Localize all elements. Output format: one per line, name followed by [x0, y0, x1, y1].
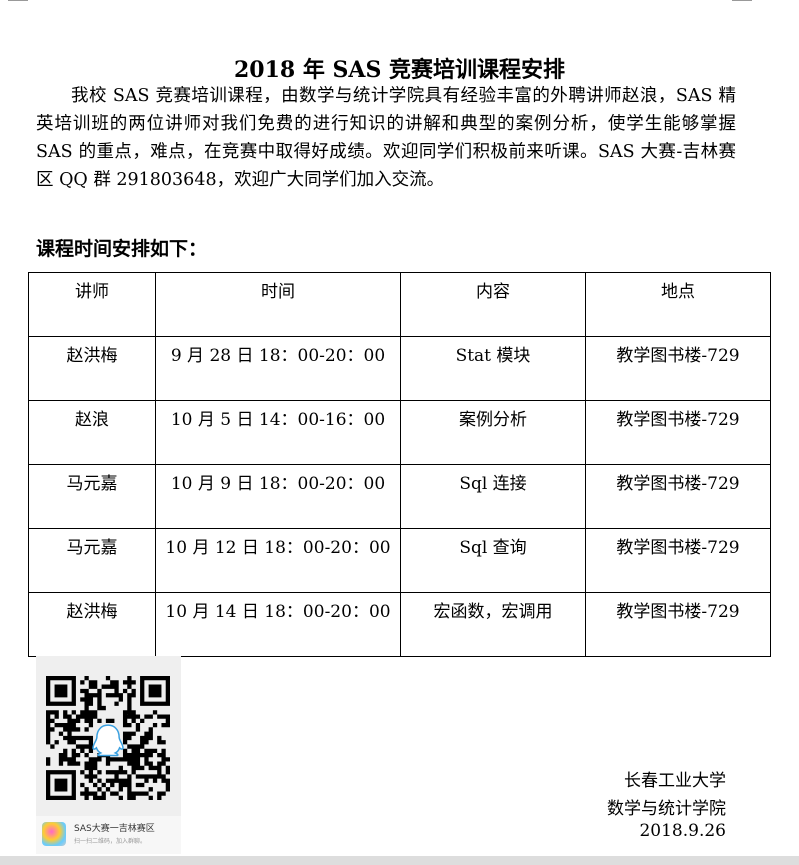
cell-time: 10 月 5 日 14：00-16：00: [155, 400, 401, 465]
qq-penguin-icon: [92, 724, 124, 757]
signature-university: 长春工业大学: [624, 771, 726, 791]
cell-location: 教学图书楼-729: [585, 464, 771, 529]
table-row: 赵洪梅 9 月 28 日 18：00-20：00 Stat 模块 教学图书楼-729: [28, 336, 771, 401]
schedule-heading: 课程时间安排如下：: [36, 238, 208, 260]
cell-time: 9 月 28 日 18：00-20：00: [155, 336, 401, 401]
table-row: 马元嘉 10 月 9 日 18：00-20：00 Sql 连接 教学图书楼-729: [28, 464, 771, 529]
cell-content: Stat 模块: [400, 336, 586, 401]
corner-mark-right: [732, 0, 752, 1]
cell-lecturer: 马元嘉: [28, 528, 156, 593]
cell-content: 宏函数，宏调用: [400, 592, 586, 657]
group-avatar: [42, 822, 66, 846]
cell-lecturer: 赵洪梅: [28, 336, 156, 401]
page-title: 2018 年 SAS 竞赛培训课程安排: [233, 57, 566, 83]
cell-lecturer: 马元嘉: [28, 464, 156, 529]
cell-location: 教学图书楼-729: [585, 336, 771, 401]
header-content: 内容: [400, 272, 586, 337]
header-lecturer: 讲师: [28, 272, 156, 337]
table-row: 马元嘉 10 月 12 日 18：00-20：00 Sql 查询 教学图书楼-729: [28, 528, 771, 593]
header-location: 地点: [585, 272, 771, 337]
schedule-table: 讲师 时间 内容 地点 赵洪梅 9 月 28 日 18：00-20：00 Stat …: [28, 272, 771, 657]
cell-content: Sql 连接: [400, 464, 586, 529]
qr-modules: [46, 676, 170, 800]
cell-lecturer: 赵洪梅: [28, 592, 156, 657]
qq-group-qr-card: SAS大赛一吉林赛区 扫一扫二维码，加入群聊。: [36, 656, 181, 854]
table-row: 赵洪梅 10 月 14 日 18：00-20：00 宏函数，宏调用 教学图书楼-729: [28, 592, 771, 657]
bottom-bar: [0, 856, 799, 865]
cell-time: 10 月 14 日 18：00-20：00: [155, 592, 401, 657]
signature-date: 2018.9.26: [639, 821, 726, 841]
qr-code: [46, 676, 170, 800]
cell-location: 教学图书楼-729: [585, 400, 771, 465]
cell-time: 10 月 9 日 18：00-20：00: [155, 464, 401, 529]
cell-location: 教学图书楼-729: [585, 592, 771, 657]
header-time: 时间: [155, 272, 401, 337]
corner-mark-left: [8, 0, 28, 1]
cell-lecturer: 赵浪: [28, 400, 156, 465]
table-header-row: 讲师 时间 内容 地点: [28, 272, 771, 337]
cell-content: Sql 查询: [400, 528, 586, 593]
intro-paragraph: 我校 SAS 竞赛培训课程，由数学与统计学院具有经验丰富的外聘讲师赵浪，SAS …: [36, 86, 736, 190]
cell-location: 教学图书楼-729: [585, 528, 771, 593]
qr-footer: SAS大赛一吉林赛区 扫一扫二维码，加入群聊。: [36, 816, 181, 854]
qr-hint: 扫一扫二维码，加入群聊。: [74, 838, 147, 845]
table-row: 赵浪 10 月 5 日 14：00-16：00 案例分析 教学图书楼-729: [28, 400, 771, 465]
group-name: SAS大赛一吉林赛区: [74, 824, 155, 834]
signature-school: 数学与统计学院: [607, 799, 726, 819]
cell-content: 案例分析: [400, 400, 586, 465]
cell-time: 10 月 12 日 18：00-20：00: [155, 528, 401, 593]
